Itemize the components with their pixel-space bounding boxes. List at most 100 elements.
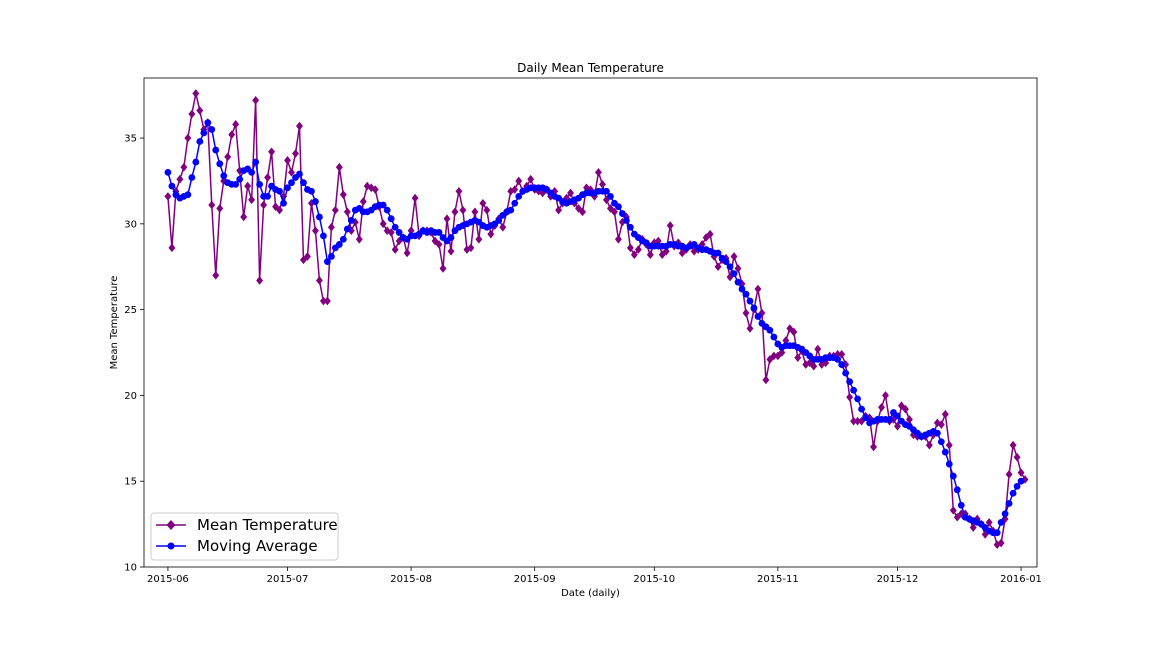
data-point-moving-average [276, 187, 283, 195]
data-point-mean-temperature [487, 229, 495, 239]
data-point-moving-average [300, 179, 307, 187]
data-point-mean-temperature [467, 243, 475, 253]
data-point-mean-temperature [945, 440, 953, 450]
data-point-mean-temperature [782, 336, 790, 345]
data-point-mean-temperature [244, 181, 252, 191]
data-point-mean-temperature [810, 361, 818, 371]
data-point-mean-temperature [240, 212, 248, 222]
data-point-moving-average [447, 234, 455, 241]
data-point-moving-average [168, 182, 176, 190]
data-point-mean-temperature [838, 349, 846, 359]
data-point-mean-temperature [248, 195, 256, 205]
y-axis-label: Mean Temperature [109, 276, 120, 370]
data-point-mean-temperature [1021, 475, 1029, 484]
data-point-mean-temperature [714, 262, 722, 272]
data-point-moving-average [208, 126, 216, 133]
data-point-mean-temperature [595, 168, 602, 177]
data-point-mean-temperature [347, 226, 355, 236]
legend-label-moving-average: Moving Average [197, 537, 318, 555]
data-point-mean-temperature [387, 228, 395, 237]
data-point-mean-temperature [435, 240, 443, 249]
legend-label-mean-temperature: Mean Temperature [197, 516, 338, 534]
data-point-mean-temperature [212, 271, 220, 280]
data-point-moving-average [1001, 510, 1009, 518]
data-point-moving-average [323, 258, 331, 265]
x-tick-label: 2015-11 [757, 574, 799, 585]
data-point-moving-average [264, 192, 271, 200]
data-point-mean-temperature [403, 248, 411, 258]
data-point-mean-temperature [176, 174, 184, 184]
data-point-mean-temperature [973, 514, 981, 524]
x-tick-label: 2015-07 [267, 574, 309, 585]
data-point-moving-average [618, 210, 626, 217]
data-point-moving-average [192, 158, 200, 166]
chart-title: Daily Mean Temperature [517, 61, 664, 75]
data-point-moving-average [846, 378, 854, 386]
y-tick-label: 15 [124, 477, 137, 488]
data-point-mean-temperature [878, 403, 885, 412]
data-point-mean-temperature [1009, 440, 1017, 450]
data-point-mean-temperature [407, 226, 415, 236]
data-point-moving-average [188, 174, 196, 181]
data-point-moving-average [838, 361, 846, 368]
data-point-mean-temperature [471, 207, 479, 217]
data-point-mean-temperature [164, 192, 172, 201]
data-point-mean-temperature [379, 219, 387, 229]
data-point-mean-temperature [228, 130, 236, 139]
data-point-moving-average [256, 180, 264, 188]
y-tick-label: 10 [124, 563, 137, 574]
data-point-mean-temperature [770, 351, 778, 361]
data-point-moving-average [854, 395, 861, 403]
data-point-mean-temperature [208, 200, 216, 210]
legend-marker-mean-temperature [166, 520, 176, 530]
data-point-moving-average [945, 460, 953, 468]
data-point-moving-average [196, 138, 204, 145]
data-point-mean-temperature [937, 420, 945, 429]
data-point-mean-temperature [327, 222, 335, 232]
data-point-mean-temperature [678, 248, 686, 258]
data-point-mean-temperature [981, 530, 989, 539]
data-point-moving-average [495, 217, 503, 224]
data-point-mean-temperature [563, 193, 571, 203]
data-point-mean-temperature [941, 409, 949, 419]
data-point-mean-temperature [391, 245, 399, 254]
data-point-mean-temperature [323, 296, 331, 306]
data-point-moving-average [607, 192, 614, 200]
data-point-mean-temperature [459, 205, 467, 215]
data-point-mean-temperature [925, 440, 933, 450]
y-tick-label: 35 [124, 134, 137, 145]
data-point-mean-temperature [555, 205, 563, 215]
data-point-mean-temperature [511, 185, 519, 194]
data-point-mean-temperature [630, 250, 638, 260]
data-point-mean-temperature [898, 401, 905, 411]
y-tick-label: 20 [124, 391, 137, 402]
data-point-mean-temperature [575, 204, 582, 213]
data-point-mean-temperature [742, 308, 750, 318]
data-point-moving-average [395, 229, 403, 236]
data-point-mean-temperature [933, 418, 941, 428]
data-point-mean-temperature [451, 207, 459, 217]
data-point-mean-temperature [276, 205, 283, 215]
data-point-mean-temperature [802, 360, 810, 369]
data-point-mean-temperature [579, 207, 586, 217]
data-point-mean-temperature [567, 188, 575, 198]
data-point-mean-temperature [834, 349, 842, 359]
data-point-moving-average [343, 225, 351, 233]
data-point-mean-temperature [315, 276, 323, 285]
data-point-mean-temperature [794, 353, 802, 362]
data-point-moving-average [320, 232, 327, 240]
data-point-mean-temperature [606, 204, 614, 213]
data-point-moving-average [296, 170, 303, 178]
data-point-moving-average [383, 206, 391, 214]
data-point-mean-temperature [662, 246, 670, 256]
data-point-mean-temperature [319, 296, 327, 306]
data-point-mean-temperature [674, 238, 682, 248]
data-point-mean-temperature [786, 324, 794, 333]
data-point-mean-temperature [455, 186, 463, 196]
data-point-moving-average [993, 529, 1001, 537]
y-axis: 10 15 20 25 30 35 [124, 134, 144, 574]
data-point-mean-temperature [168, 243, 176, 253]
data-point-mean-temperature [1013, 452, 1021, 462]
data-point-mean-temperature [411, 193, 419, 203]
data-point-mean-temperature [758, 308, 766, 318]
